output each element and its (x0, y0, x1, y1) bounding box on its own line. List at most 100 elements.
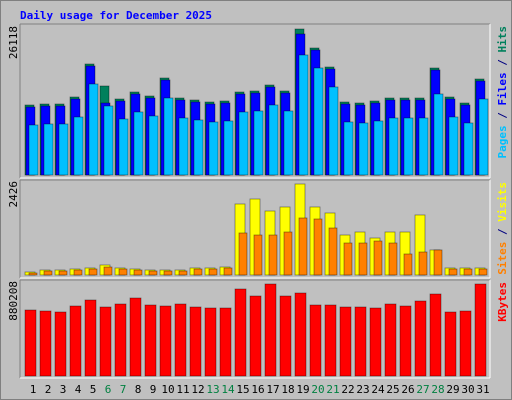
x-tick-label: 11 (176, 383, 189, 396)
chart-title: Daily usage for December 2025 (20, 9, 212, 22)
bar (328, 86, 339, 176)
bar (223, 120, 234, 176)
bar (178, 117, 189, 176)
bar (403, 253, 413, 276)
bar (69, 305, 82, 377)
bar (283, 231, 293, 276)
bar (414, 300, 427, 377)
x-tick-label: 14 (221, 383, 235, 396)
bar (354, 306, 367, 377)
x-tick-label: 31 (476, 383, 489, 396)
x-tick-label: 28 (431, 383, 444, 396)
bar (159, 305, 172, 377)
bar (343, 121, 354, 176)
bar (388, 117, 399, 176)
bar (478, 98, 489, 176)
bar (103, 105, 114, 176)
x-tick-label: 9 (150, 383, 157, 396)
bar (238, 111, 249, 176)
bar (298, 54, 309, 176)
bar (448, 116, 459, 176)
legend: KBytes (496, 282, 509, 322)
x-tick-label: 27 (416, 383, 429, 396)
x-tick-label: 7 (120, 383, 127, 396)
legend-entry: Pages (496, 125, 509, 158)
bar (73, 116, 84, 176)
x-tick-label: 25 (386, 383, 399, 396)
bar (148, 270, 158, 276)
x-tick-label: 20 (311, 383, 324, 396)
bar (358, 242, 368, 276)
bar (253, 110, 264, 176)
bar (369, 307, 382, 377)
bar (103, 266, 113, 276)
bar (219, 307, 232, 377)
bar (384, 303, 397, 377)
x-tick-label: 5 (90, 383, 97, 396)
bar (84, 299, 97, 377)
legend-entry: Visits (496, 182, 509, 222)
bar (24, 309, 37, 377)
bar (418, 117, 429, 176)
bar (133, 269, 143, 276)
x-tick-label: 12 (191, 383, 204, 396)
bar (189, 306, 202, 377)
bar (328, 227, 338, 276)
bar (403, 117, 414, 176)
legend-separator: / (496, 222, 509, 242)
bar (133, 111, 144, 176)
bar (268, 234, 278, 276)
x-tick-label: 26 (401, 383, 414, 396)
bar (118, 118, 129, 176)
x-tick-label: 22 (341, 383, 354, 396)
bar (253, 234, 263, 276)
x-tick-label: 10 (161, 383, 174, 396)
y-tick-label: 880208 (7, 281, 20, 321)
x-tick-label: 16 (251, 383, 264, 396)
bar (28, 272, 38, 276)
x-tick-label: 1 (30, 383, 37, 396)
bar (388, 242, 398, 276)
bar (249, 295, 262, 377)
legend-entry: Files (496, 72, 509, 105)
x-tick-label: 30 (461, 383, 474, 396)
legend-separator: / (496, 106, 509, 126)
x-tick-label: 3 (60, 383, 67, 396)
bar (238, 232, 248, 276)
bar (174, 303, 187, 377)
bar (264, 283, 277, 377)
bar (294, 292, 307, 377)
bar (459, 310, 472, 377)
bar (58, 123, 69, 176)
bar (163, 270, 173, 276)
bar (448, 268, 458, 276)
bar (474, 283, 487, 377)
bar (279, 295, 292, 377)
bar (43, 270, 53, 276)
bar (373, 120, 384, 176)
x-tick-label: 17 (266, 383, 279, 396)
x-tick-label: 24 (371, 383, 385, 396)
bar (144, 304, 157, 377)
bar (28, 124, 39, 176)
y-tick-label: 26118 (7, 26, 20, 59)
x-tick-label: 4 (75, 383, 82, 396)
x-tick-label: 8 (135, 383, 142, 396)
legend-entry: Sites (496, 242, 509, 275)
bar (324, 304, 337, 377)
bar (99, 306, 112, 377)
bar (114, 303, 127, 377)
bar (283, 110, 294, 176)
legend-separator: / (496, 53, 509, 73)
bar (208, 121, 219, 176)
legend-entry: Hits (496, 26, 509, 53)
bar (463, 268, 473, 276)
bar (118, 268, 128, 276)
bar (73, 269, 83, 276)
bar (478, 268, 488, 276)
bar (339, 306, 352, 377)
x-tick-label: 29 (446, 383, 459, 396)
bar (268, 104, 279, 176)
bar (399, 305, 412, 377)
